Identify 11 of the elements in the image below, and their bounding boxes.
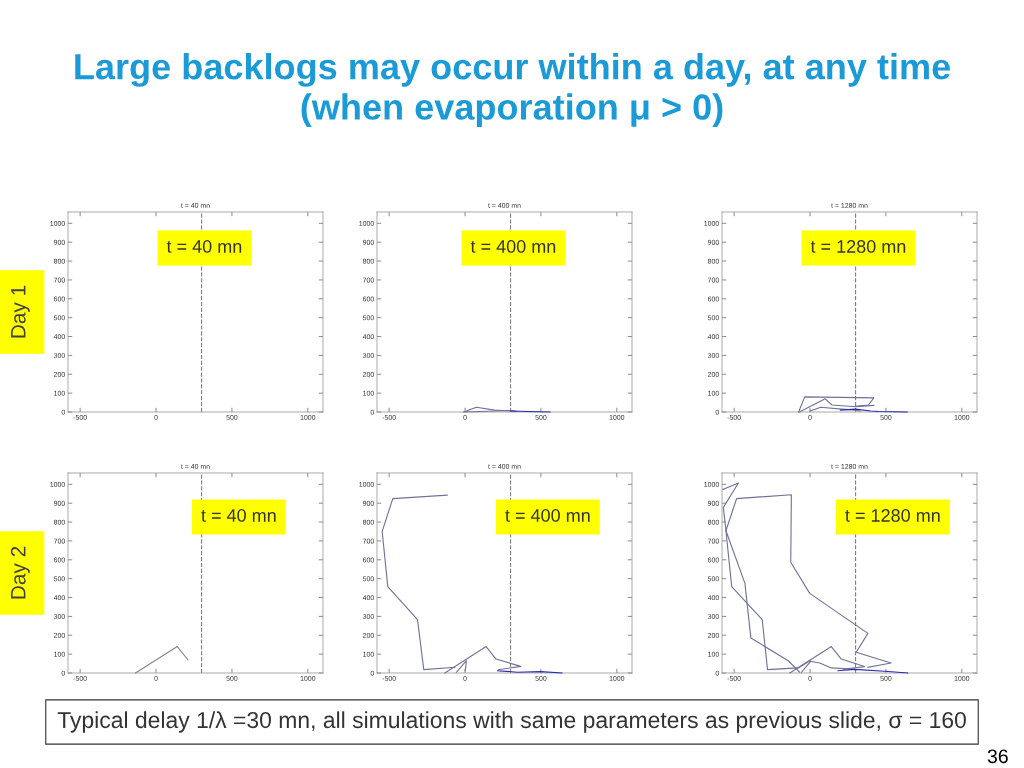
annotation: t = 400 mn: [470, 240, 556, 253]
text: 36: [987, 749, 1008, 764]
annotation: t = 400 mn: [505, 509, 590, 522]
y-axis-title: Day 1: [11, 285, 30, 338]
y-axis-title: Day 2: [10, 546, 30, 599]
annotation: t = 1280 mn: [845, 509, 940, 522]
annotation: t = 40 mn: [201, 509, 276, 522]
annotation: t = 1280 mn: [810, 240, 906, 253]
annotation: t = 40 mn: [166, 240, 242, 253]
text: Typical delay 1/λ =30 mn, all simulations with same parameters as previous slide, σ = 160: [57, 711, 966, 733]
text: Large backlogs may occur within a day, at any time (when evaporation μ > 0): [75, 52, 950, 128]
